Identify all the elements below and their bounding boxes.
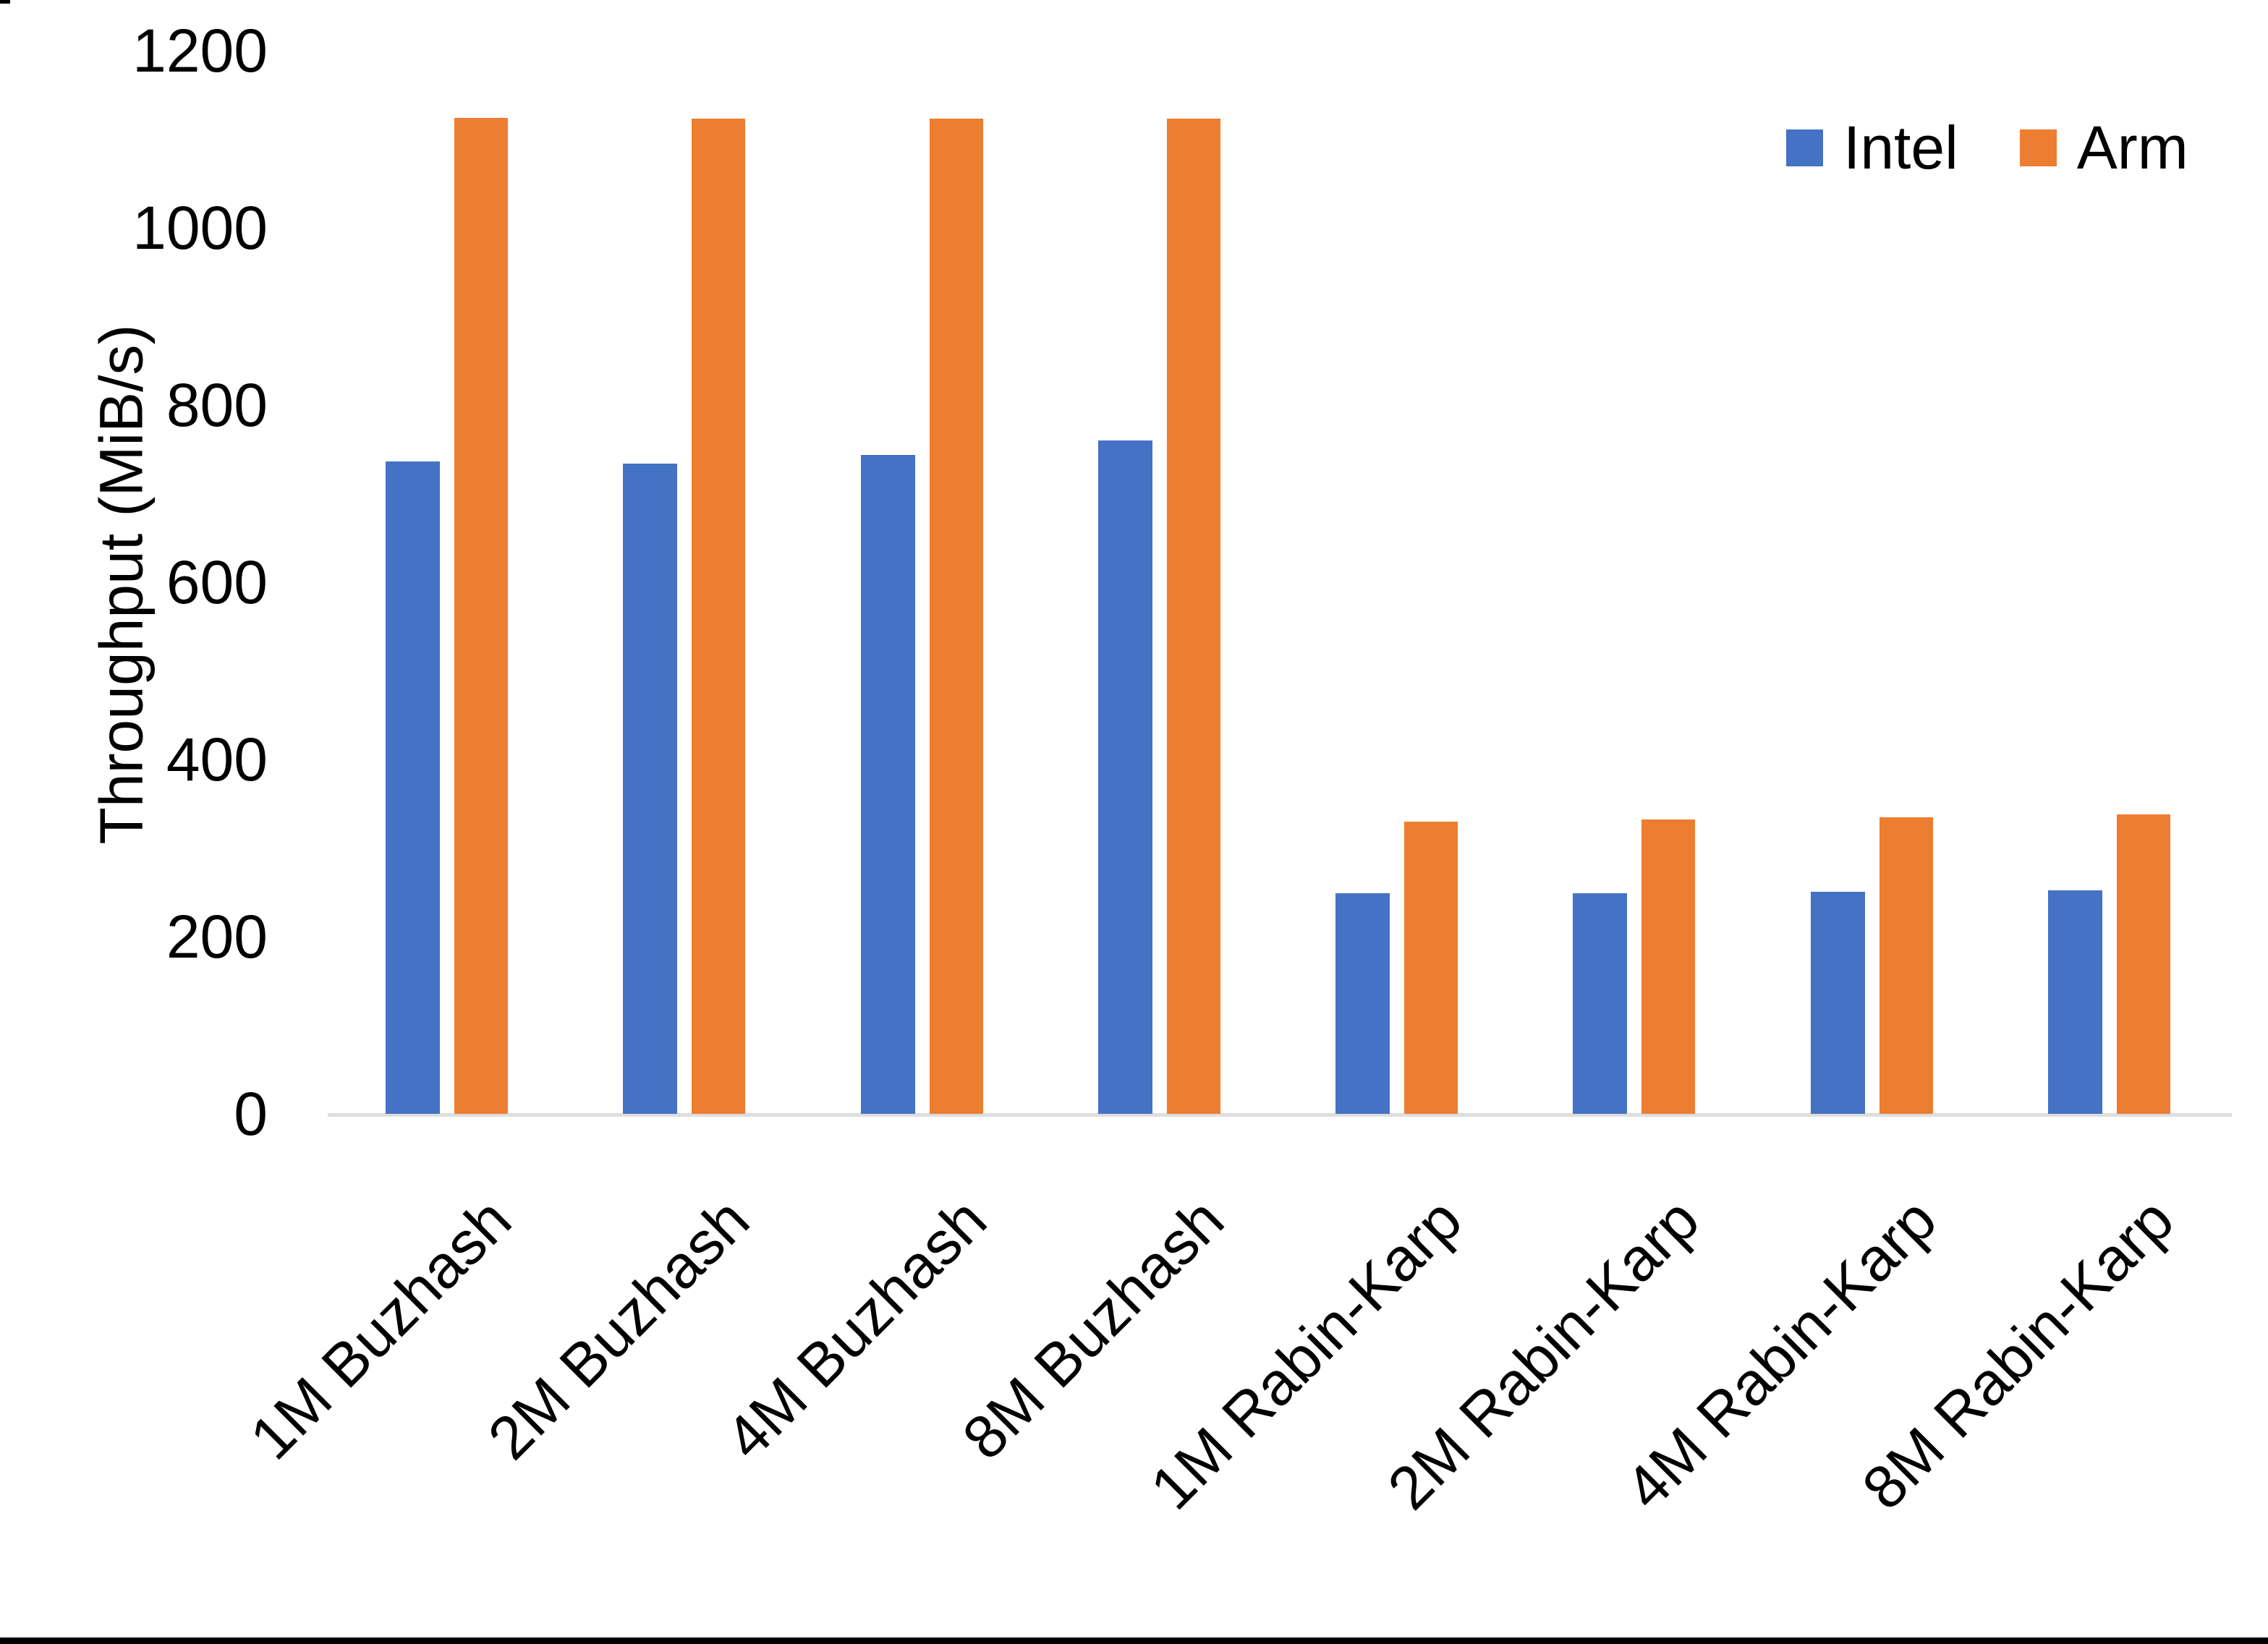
bottom-border-bar — [0, 1637, 2268, 1644]
bar-arm-2m-buzhash — [692, 119, 745, 1114]
bar-arm-8m-buzhash — [1167, 119, 1220, 1114]
y-tick-label: 800 — [166, 371, 268, 439]
bar-intel-2m-rabin-karp — [1573, 893, 1627, 1114]
legend: Intel Arm — [1786, 107, 2188, 188]
bar-intel-2m-buzhash — [623, 464, 677, 1114]
legend-swatch-intel — [1786, 129, 1823, 166]
bar-intel-1m-buzhash — [386, 461, 440, 1114]
bar-intel-8m-rabin-karp — [2048, 890, 2102, 1114]
legend-item-arm: Arm — [2019, 113, 2188, 183]
y-tick-label: 1000 — [132, 194, 268, 262]
legend-label-arm: Arm — [2076, 113, 2188, 182]
bar-intel-8m-buzhash — [1098, 440, 1152, 1114]
x-axis-line — [328, 1113, 2232, 1117]
top-left-artifact — [0, 0, 10, 4]
legend-item-intel: Intel — [1786, 113, 1958, 183]
bar-arm-4m-rabin-karp — [1880, 817, 1933, 1114]
bar-arm-8m-rabin-karp — [2117, 814, 2170, 1114]
bar-arm-1m-rabin-karp — [1404, 822, 1458, 1114]
bar-arm-2m-rabin-karp — [1641, 819, 1695, 1114]
y-tick-label: 1200 — [132, 17, 268, 85]
y-tick-label: 200 — [166, 903, 268, 971]
bar-arm-1m-buzhash — [454, 118, 508, 1114]
y-tick-label: 400 — [166, 725, 268, 793]
legend-label-intel: Intel — [1843, 113, 1958, 182]
bar-intel-4m-buzhash — [861, 455, 915, 1114]
bar-intel-1m-rabin-karp — [1335, 893, 1390, 1114]
bar-intel-4m-rabin-karp — [1811, 892, 1865, 1114]
y-tick-label: 600 — [166, 548, 268, 616]
legend-swatch-arm — [2019, 129, 2057, 166]
y-tick-label: 0 — [234, 1080, 268, 1148]
bar-arm-4m-buzhash — [930, 119, 983, 1114]
